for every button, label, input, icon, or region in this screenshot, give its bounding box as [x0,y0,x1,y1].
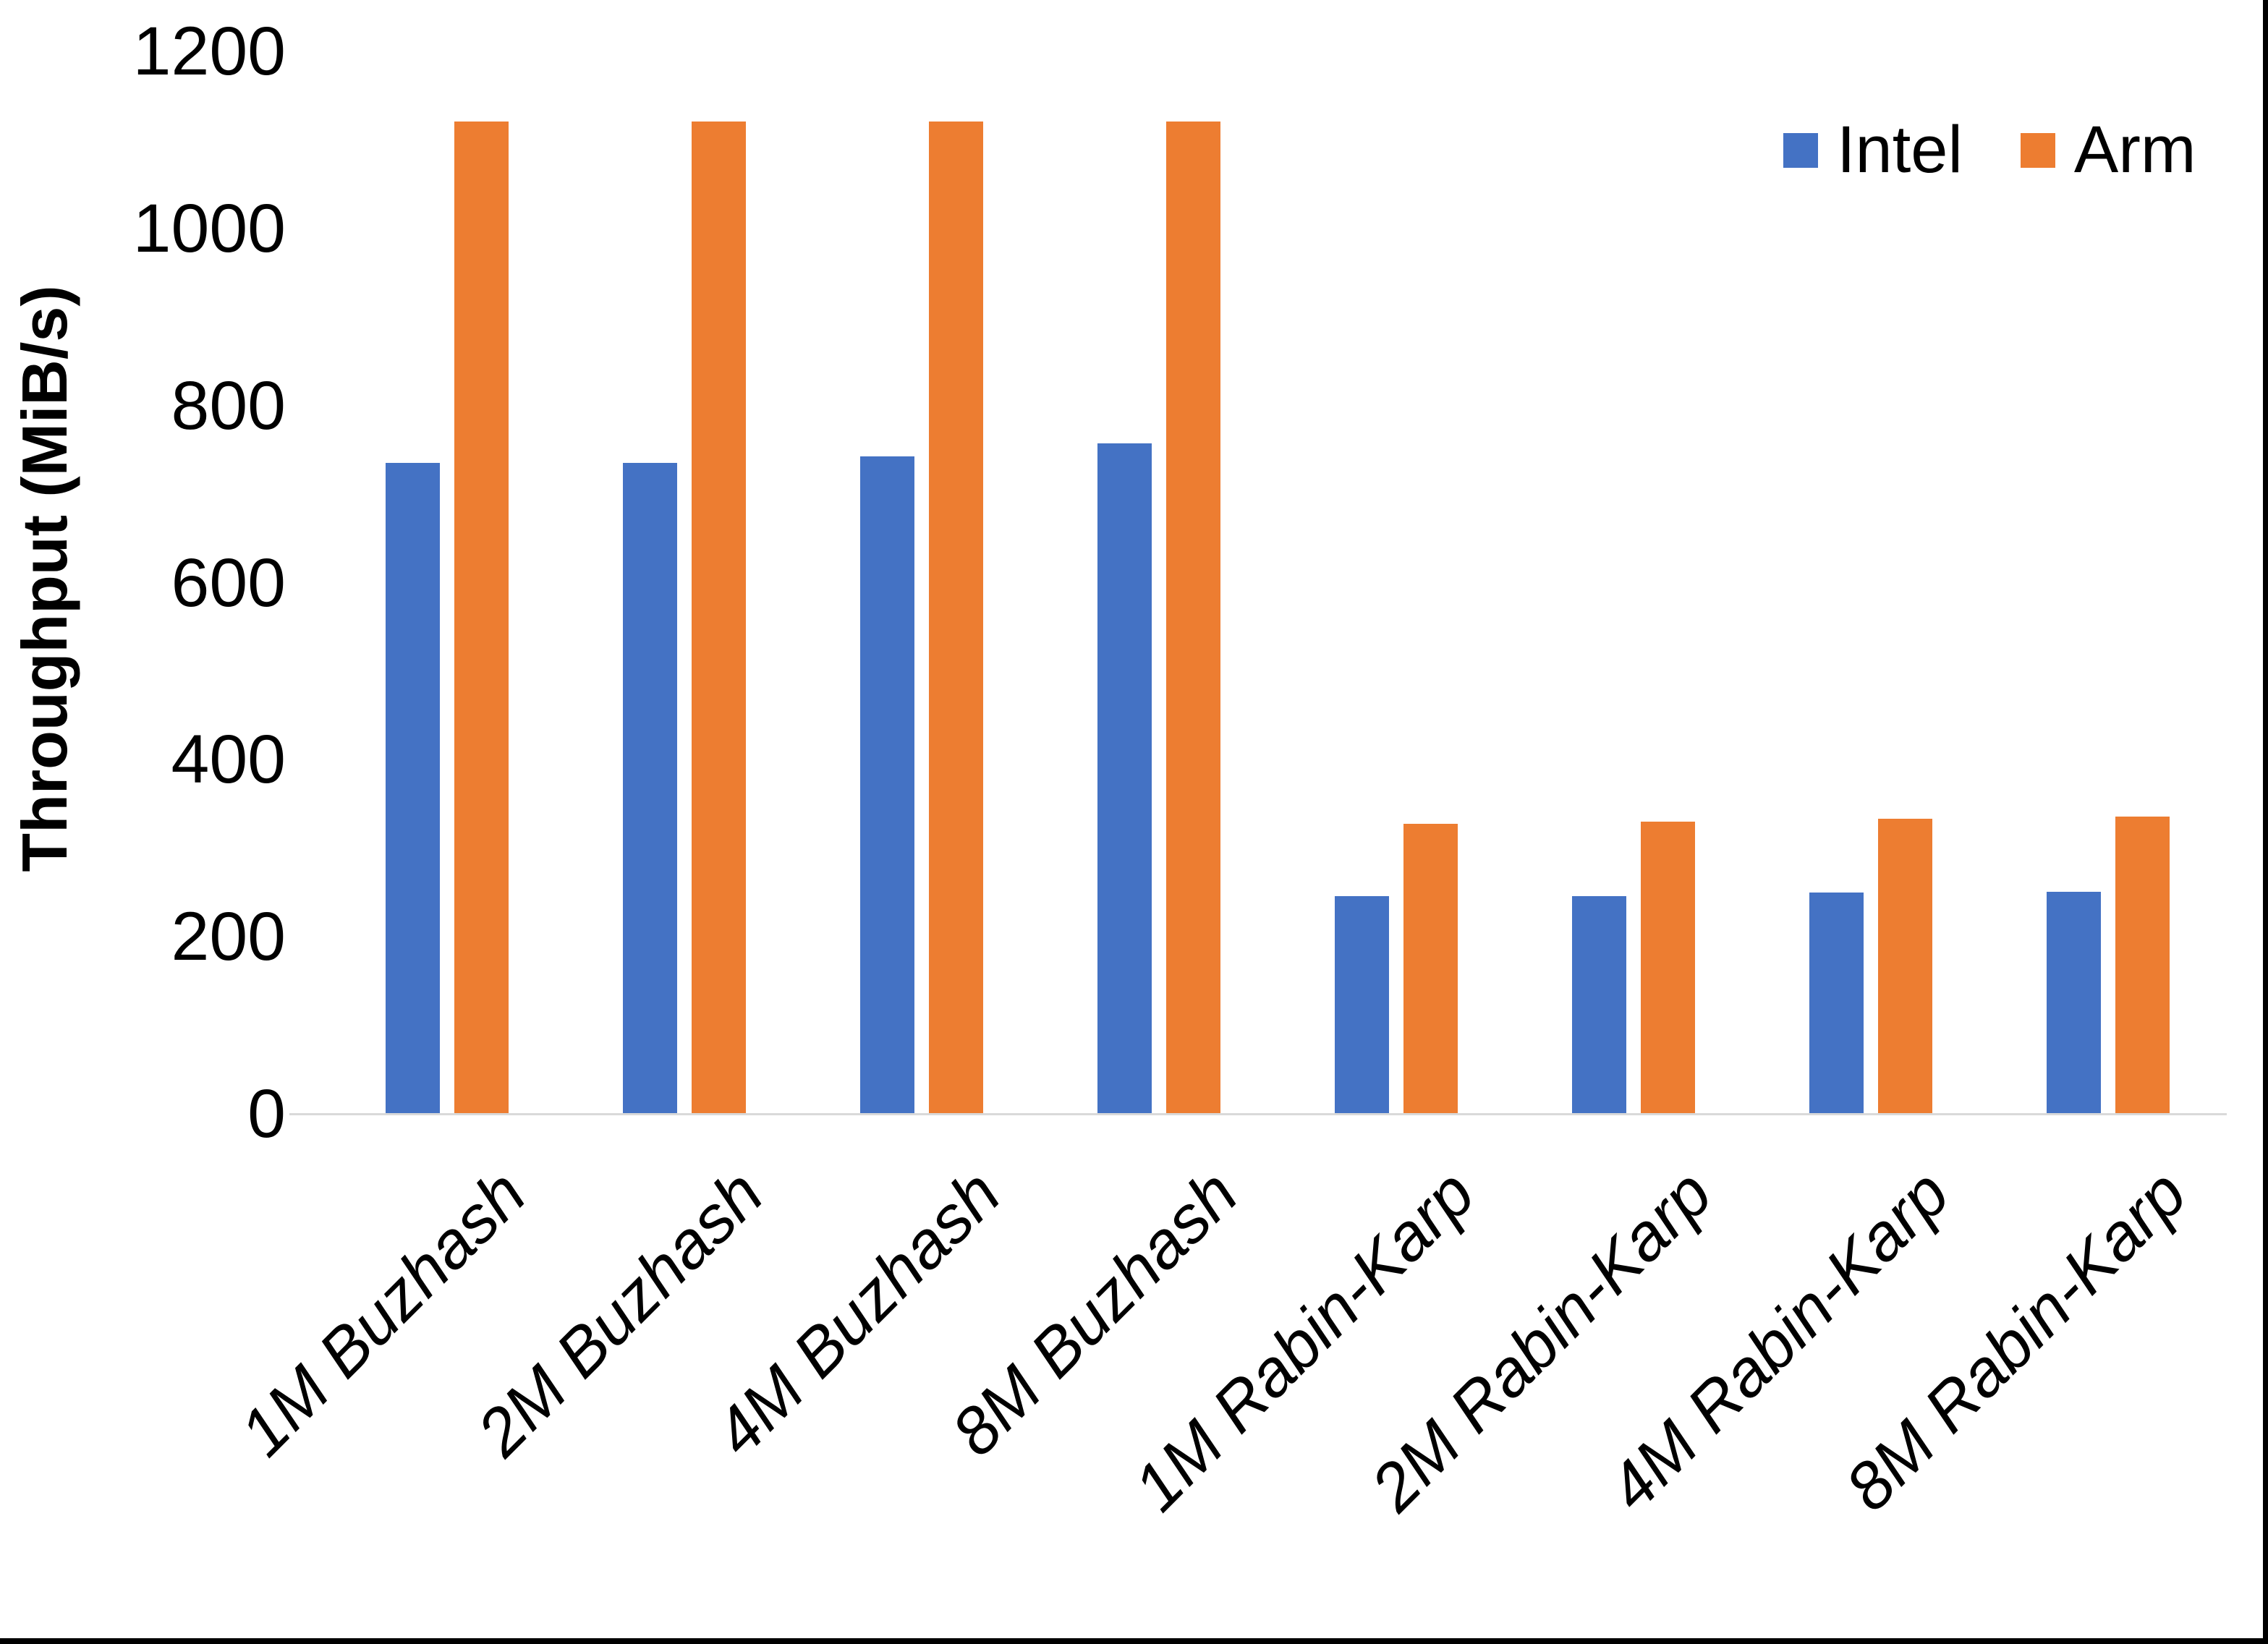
legend-item-intel: Intel [1783,116,1963,184]
frame-border-right [2263,0,2268,1644]
legend-label: Arm [2073,113,2196,187]
bar-intel-2 [623,463,677,1114]
legend-label: Intel [1837,113,1963,187]
bar-arm-1 [454,122,509,1114]
bar-intel-5 [1335,896,1389,1114]
y-tick-label: 800 [171,367,286,444]
y-tick-label: 1000 [132,190,286,267]
bar-arm-4 [1166,122,1220,1114]
y-tick-label: 200 [171,898,286,976]
x-axis-line [289,1113,2227,1115]
bar-intel-6 [1572,896,1626,1114]
bar-intel-3 [860,456,914,1114]
y-tick-label: 600 [171,544,286,621]
legend: Intel Arm [1783,116,2196,184]
bar-intel-1 [386,463,440,1114]
bar-arm-5 [1403,824,1458,1114]
bar-intel-8 [2047,892,2101,1114]
frame-border-bottom [0,1638,2268,1644]
legend-item-arm: Arm [2020,113,2196,187]
legend-swatch-intel [1783,132,1818,168]
bar-arm-7 [1878,819,1932,1114]
bar-intel-7 [1809,893,1864,1114]
bar-arm-3 [929,122,983,1114]
bar-arm-2 [692,122,746,1114]
bar-arm-8 [2115,817,2170,1114]
y-tick-label: 0 [247,1076,286,1152]
y-tick-label: 1200 [132,13,286,90]
y-tick-label: 400 [171,721,286,798]
bar-arm-6 [1641,822,1695,1114]
bar-intel-4 [1097,443,1152,1114]
legend-swatch-arm [2020,132,2055,168]
